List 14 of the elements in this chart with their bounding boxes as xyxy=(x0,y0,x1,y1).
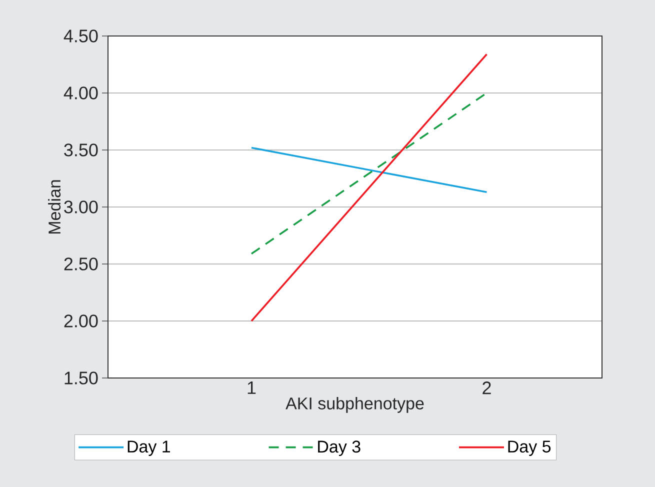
legend-label: Day 1 xyxy=(128,440,170,456)
x-tick-label: 2 xyxy=(482,382,491,394)
x-axis-title: AKI subphenotype xyxy=(286,396,424,413)
legend-label: Day 5 xyxy=(508,440,551,456)
y-tick-label: 4.50 xyxy=(64,30,98,42)
y-tick-label: 4.00 xyxy=(64,86,98,100)
y-tick-label: 3.00 xyxy=(64,200,98,214)
y-tick-label: 2.00 xyxy=(64,314,98,328)
y-tick-label: 1.50 xyxy=(64,372,98,384)
x-tick-label: 1 xyxy=(248,382,256,394)
y-tick-label: 3.50 xyxy=(64,144,98,156)
y-tick-label: 2.50 xyxy=(64,258,98,270)
legend-label: Day 3 xyxy=(318,440,360,456)
y-axis-title: Median xyxy=(48,180,61,234)
